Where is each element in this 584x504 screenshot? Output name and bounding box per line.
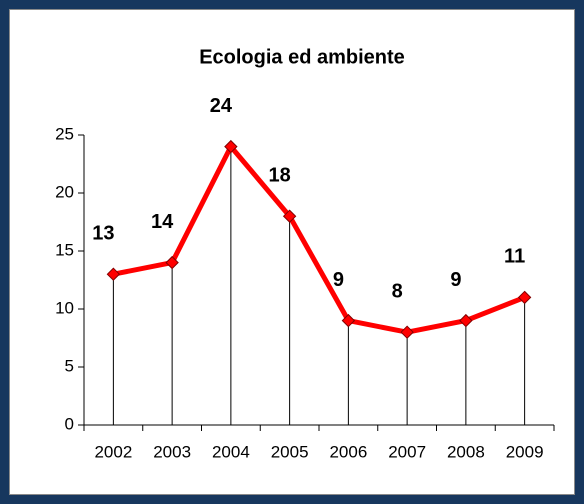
x-tick-label: 2008 (447, 442, 485, 461)
y-tick-label: 5 (65, 356, 74, 375)
x-tick-label: 2003 (153, 442, 191, 461)
marker (224, 139, 238, 154)
y-tick-label: 0 (65, 414, 74, 433)
data-label: 9 (333, 269, 344, 291)
data-label: 11 (504, 246, 525, 268)
marker (400, 325, 414, 339)
data-label: 24 (210, 95, 233, 117)
data-label: 13 (92, 222, 114, 244)
marker (106, 267, 121, 281)
data-label: 14 (151, 211, 174, 233)
x-tick-label: 2005 (271, 442, 309, 461)
marker (282, 209, 297, 223)
x-tick-label: 2004 (212, 442, 250, 461)
chart-title: Ecologia ed ambiente (199, 46, 405, 68)
marker (517, 290, 532, 305)
line (112, 144, 526, 335)
marker (341, 313, 356, 328)
x-tick-label: 2002 (94, 442, 132, 461)
chart: Ecologia ed ambiente 0 5 10 15 20 25 2002 2003 2… (9, 9, 575, 495)
y-tick-label: 10 (55, 298, 74, 317)
data-label: 18 (269, 164, 291, 186)
data-label: 9 (450, 269, 461, 291)
x-tick-label: 2009 (506, 442, 544, 461)
marker (165, 255, 179, 270)
y-tick-label: 25 (55, 124, 74, 143)
data-label: 8 (392, 280, 403, 302)
x-tick-label: 2006 (329, 442, 367, 461)
y-tick-label: 20 (55, 182, 74, 201)
x-tick-label: 2007 (388, 442, 426, 461)
marker (459, 313, 473, 328)
y-tick-label: 15 (55, 240, 74, 259)
